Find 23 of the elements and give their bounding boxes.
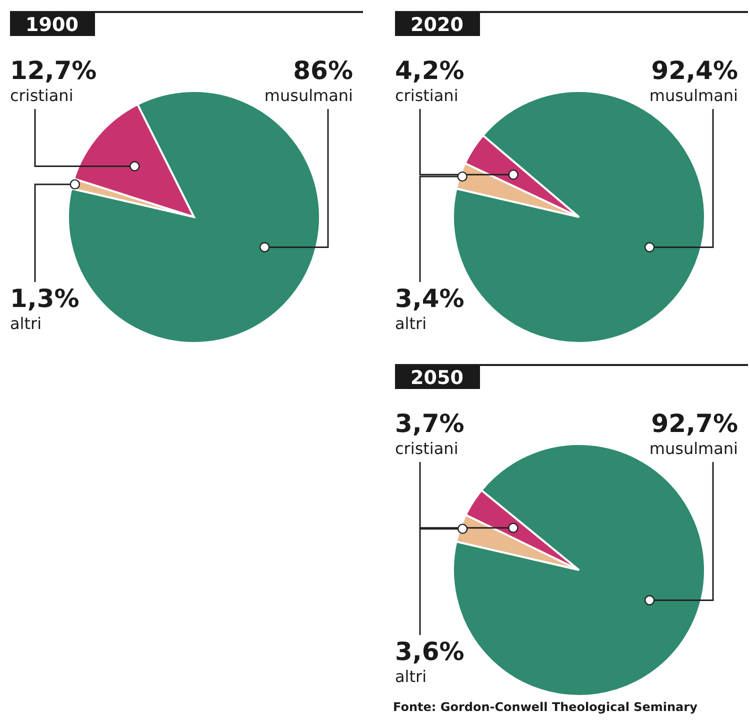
chart-title: 2050: [410, 367, 464, 389]
pie-slice: [72, 103, 195, 218]
slice-label: musulmani: [649, 86, 738, 105]
data-label: 4,2%: [395, 56, 464, 85]
source-note: Fonte: Gordon-Conwell Theological Seminary: [393, 700, 698, 714]
slice-label: cristiani: [395, 86, 458, 105]
chart-title: 1900: [26, 14, 78, 36]
chart-title: 2020: [410, 14, 464, 36]
slice-label: musulmani: [264, 86, 353, 105]
data-label: 86%: [293, 56, 353, 85]
data-label: 3,7%: [395, 409, 464, 438]
slice-label: altri: [10, 314, 42, 333]
slice-label: musulmani: [649, 439, 738, 458]
data-label: 92,4%: [651, 56, 738, 85]
slice-label: cristiani: [10, 86, 74, 105]
slice-label: altri: [395, 314, 427, 333]
slice-label: cristiani: [395, 439, 458, 458]
data-label: 92,7%: [651, 409, 738, 438]
slice-label: altri: [395, 667, 427, 686]
data-label: 3,6%: [395, 637, 464, 666]
data-label: 3,4%: [395, 284, 464, 313]
data-label: 1,3%: [10, 284, 80, 313]
data-label: 12,7%: [10, 56, 97, 85]
